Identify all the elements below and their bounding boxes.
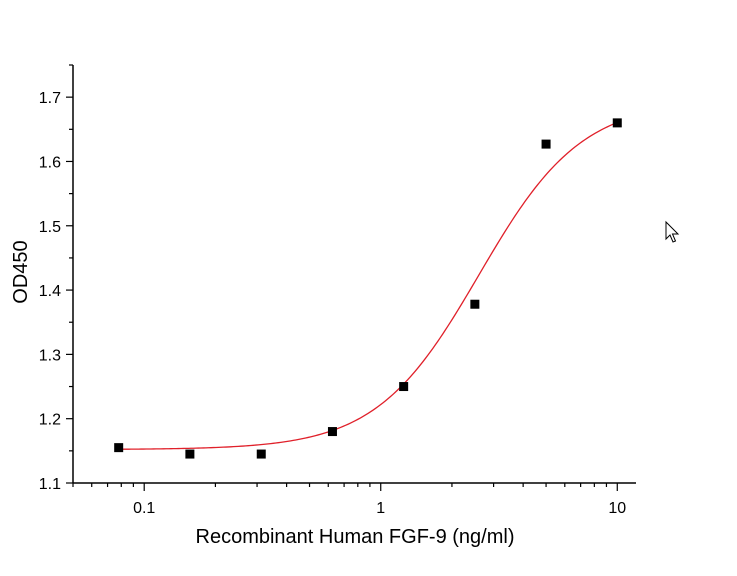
data-point <box>470 299 480 309</box>
x-tick-label: 1 <box>376 500 385 517</box>
x-tick-label: 0.1 <box>133 500 155 517</box>
y-tick-label: 1.5 <box>39 219 61 236</box>
tick-labels: 1.1 1.2 1.3 1.4 1.5 1.6 1.7 0.1 1 10 <box>39 90 627 517</box>
data-point <box>612 118 622 128</box>
x-tick-label: 10 <box>608 500 626 517</box>
y-tick-label: 1.4 <box>39 283 61 300</box>
y-tick-label: 1.7 <box>39 90 61 107</box>
fit-curve <box>118 121 618 450</box>
data-point <box>541 139 551 149</box>
data-point <box>256 449 266 459</box>
data-point <box>114 443 124 453</box>
y-tick-label: 1.2 <box>39 412 61 429</box>
ticks <box>66 64 618 491</box>
mouse-pointer-icon <box>665 220 680 243</box>
data-point <box>327 427 337 437</box>
x-axis-title: Recombinant Human FGF-9 (ng/ml) <box>196 526 515 548</box>
y-tick-label: 1.3 <box>39 347 61 364</box>
data-point <box>185 449 195 459</box>
y-tick-label: 1.1 <box>39 476 61 493</box>
data-point <box>399 382 409 392</box>
y-axis-title: OD450 <box>10 240 32 303</box>
axes <box>72 65 636 484</box>
y-tick-label: 1.6 <box>39 154 61 171</box>
data-points <box>114 118 622 459</box>
